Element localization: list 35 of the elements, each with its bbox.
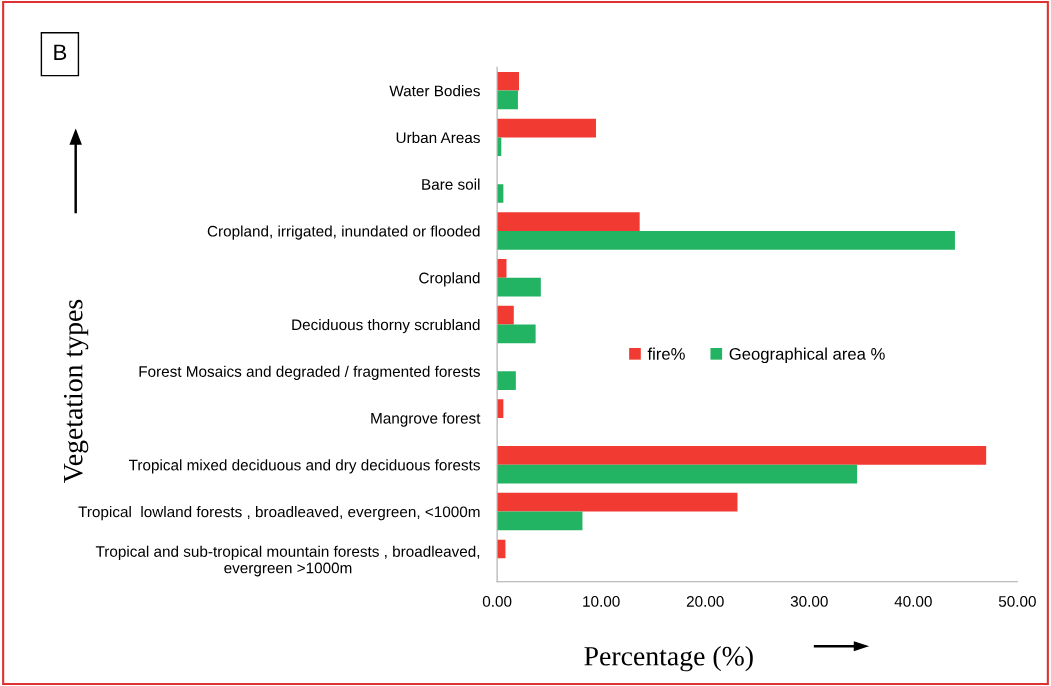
- y-axis-title: Vegetation types: [63, 299, 89, 483]
- bar: [497, 71, 519, 91]
- y-tick-label: Tropical mixed deciduous and dry deciduous forests: [128, 459, 480, 474]
- bar: [497, 464, 858, 484]
- bar: [497, 212, 640, 231]
- x-tick-label: 40.00: [894, 596, 932, 607]
- bar: [497, 446, 987, 465]
- x-axis-title: Percentage (%): [584, 646, 753, 672]
- y-tick-label: Cropland, irrigated, inundated or flooded: [207, 225, 480, 240]
- bar: [497, 230, 955, 250]
- bar: [497, 118, 596, 138]
- y-tick-label: Bare soil: [422, 178, 480, 190]
- x-tick-label: 10.00: [583, 596, 620, 607]
- x-tick-label: 50.00: [998, 596, 1036, 607]
- legend-label: fire%: [647, 347, 685, 360]
- bar: [497, 324, 536, 344]
- x-tick-label: 20.00: [686, 596, 724, 607]
- y-tick-label: Tropical and sub-tropical mountain forests , broadleaved, evergreen >1000m: [95, 545, 480, 577]
- bar: [497, 277, 541, 297]
- x-tick-label: 0.00: [482, 596, 512, 607]
- bar: [497, 511, 583, 531]
- x-tick-label: 30.00: [790, 596, 828, 607]
- bar: [497, 305, 514, 325]
- legend-label: Geographical area %: [729, 347, 885, 364]
- y-tick-label: Cropland: [419, 272, 480, 287]
- y-tick-label: Forest Mosaics and degraded / fragmented forests: [139, 365, 480, 380]
- y-tick-label: Water Bodies: [389, 85, 480, 97]
- y-tick-label: Mangrove forest: [371, 412, 481, 427]
- text: B: [54, 44, 67, 60]
- bar: [497, 371, 516, 390]
- bar: [497, 90, 518, 110]
- bar: [497, 492, 738, 512]
- y-tick-label: Deciduous thorny scrubland: [292, 318, 480, 334]
- y-tick-label: Tropical lowland forests , broadleaved, evergreen, <1000m: [78, 506, 480, 521]
- y-tick-label: Urban Areas: [396, 131, 480, 144]
